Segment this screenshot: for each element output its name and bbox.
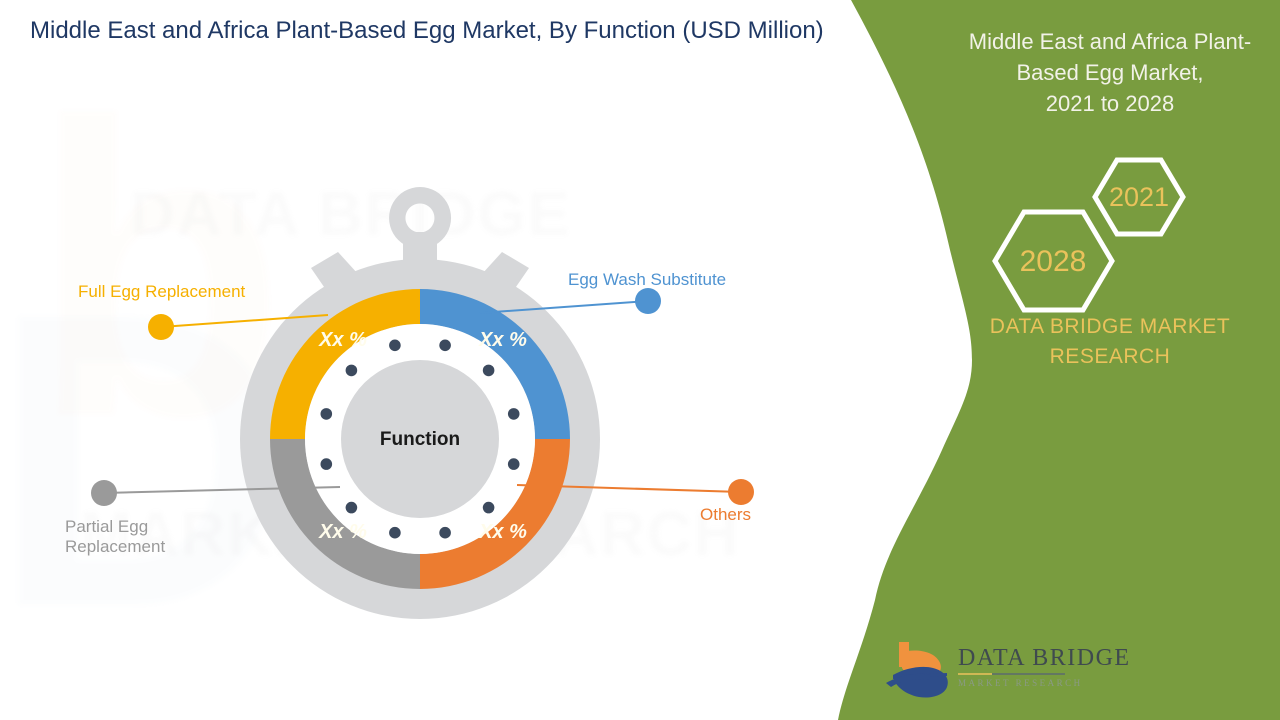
svg-text:MARKET RESEARCH: MARKET RESEARCH: [958, 678, 1083, 688]
svg-text:DATA BRIDGE: DATA BRIDGE: [958, 645, 1131, 671]
